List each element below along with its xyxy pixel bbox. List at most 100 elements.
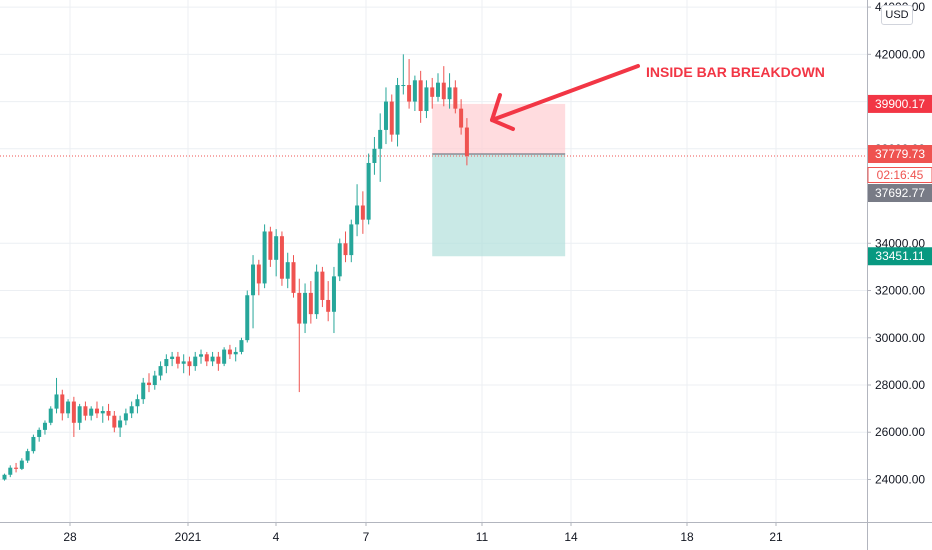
candle-body bbox=[222, 349, 227, 364]
candle-body bbox=[314, 271, 319, 315]
candle-body bbox=[147, 382, 151, 386]
time-tick-label: 2021 bbox=[175, 530, 202, 544]
candle-body bbox=[337, 243, 342, 277]
candle-body bbox=[14, 467, 19, 469]
candle-body bbox=[187, 361, 192, 367]
candle-body bbox=[204, 354, 209, 362]
candle-body bbox=[251, 264, 256, 296]
stop-price-tag-bg bbox=[868, 94, 932, 113]
candle-body bbox=[19, 460, 24, 469]
price-tick-label: 34000.00 bbox=[875, 236, 925, 250]
candle-body bbox=[83, 406, 88, 416]
stop-loss-zone[interactable] bbox=[432, 103, 566, 155]
time-tick-label: 18 bbox=[680, 530, 694, 544]
candles bbox=[2, 54, 469, 481]
countdown-tag: 02:16:45 bbox=[867, 167, 932, 184]
candle-body bbox=[100, 410, 105, 414]
candle-body bbox=[48, 408, 53, 423]
candle-body bbox=[285, 262, 290, 279]
candle-body bbox=[326, 299, 331, 312]
price-tick-label: 32000.00 bbox=[875, 284, 925, 298]
candle-body bbox=[123, 413, 128, 421]
target-price-tag: 33451.11 bbox=[868, 247, 932, 266]
candle-body bbox=[401, 85, 406, 87]
candle-body bbox=[279, 236, 284, 279]
candle-body bbox=[395, 85, 400, 135]
candle-body bbox=[412, 80, 417, 102]
candle-body bbox=[320, 271, 325, 300]
candle-body bbox=[112, 415, 117, 428]
candle-body bbox=[8, 467, 13, 475]
currency-button[interactable]: USD bbox=[881, 5, 913, 25]
candle-body bbox=[199, 354, 204, 357]
candle-body bbox=[152, 375, 157, 386]
candle-body bbox=[331, 276, 336, 312]
candle-body bbox=[407, 85, 412, 102]
candle-body bbox=[349, 224, 354, 256]
time-tick-label: 11 bbox=[476, 530, 489, 544]
candle-body bbox=[37, 429, 42, 437]
candle-body bbox=[360, 205, 365, 220]
time-tick-label: 28 bbox=[63, 530, 77, 544]
time-tick-label: 21 bbox=[769, 530, 783, 544]
target-price-tag-text: 33451.11 bbox=[875, 249, 924, 263]
candle-body bbox=[389, 101, 394, 135]
last-price-tag-text: 37692.77 bbox=[875, 186, 925, 200]
candle-body bbox=[436, 82, 440, 97]
candle-body bbox=[42, 422, 47, 430]
candle-body bbox=[441, 82, 446, 100]
candle-body bbox=[355, 205, 360, 225]
candle-body bbox=[118, 420, 123, 428]
candle-body bbox=[2, 474, 7, 480]
candle-body bbox=[464, 127, 469, 157]
price-tags: 39900.17 37779.73 02:16:45 37692.77 33451.11 bbox=[867, 94, 932, 266]
entry-price-tag-bg bbox=[868, 145, 932, 164]
countdown-tag-bg bbox=[867, 167, 932, 184]
candle-body bbox=[181, 361, 186, 364]
candle-body bbox=[141, 382, 146, 400]
candle-body bbox=[31, 436, 36, 452]
stop-price-tag: 39900.17 bbox=[868, 94, 932, 113]
take-profit-zone[interactable] bbox=[432, 154, 566, 257]
price-tick-label: 42000.00 bbox=[875, 47, 925, 61]
candle-body bbox=[66, 401, 71, 414]
candle-body bbox=[175, 356, 180, 364]
arrow-head bbox=[490, 93, 515, 131]
last-price-tag: 37692.77 bbox=[868, 184, 932, 203]
candle-body bbox=[459, 108, 464, 128]
candle-body bbox=[106, 410, 111, 416]
candle-body bbox=[274, 236, 279, 260]
candle-body bbox=[89, 408, 94, 416]
candle-body bbox=[383, 101, 388, 130]
candle-body bbox=[343, 243, 348, 256]
candle-body bbox=[308, 292, 313, 315]
candle-body bbox=[418, 80, 423, 112]
last-price-tag-bg bbox=[868, 184, 932, 203]
candle-body bbox=[245, 295, 250, 341]
entry-price-tag: 37779.73 bbox=[868, 145, 932, 164]
entry-price-tag-text: 37779.73 bbox=[875, 147, 925, 161]
candle-body bbox=[239, 340, 244, 352]
candle-body bbox=[71, 401, 76, 423]
candle-body bbox=[94, 408, 99, 414]
candle-body bbox=[303, 292, 308, 324]
candle-body bbox=[372, 148, 377, 163]
candle-body bbox=[25, 451, 30, 461]
candle-body bbox=[60, 394, 65, 414]
stop-price-tag-text: 39900.17 bbox=[875, 97, 925, 111]
candle-body bbox=[262, 231, 267, 284]
annotation-label: INSIDE BAR BREAKDOWN bbox=[646, 64, 825, 80]
candle-body bbox=[268, 231, 273, 260]
candle-body bbox=[447, 87, 452, 100]
candle-body bbox=[256, 264, 261, 284]
time-tick-label: 4 bbox=[273, 530, 280, 544]
candle-body bbox=[227, 349, 232, 355]
candle-body bbox=[77, 406, 82, 423]
candle-body bbox=[378, 129, 383, 149]
annotation-arrow bbox=[490, 64, 640, 131]
price-tick-label: 26000.00 bbox=[875, 425, 925, 439]
target-price-tag-bg bbox=[868, 247, 932, 266]
candle-body bbox=[297, 292, 302, 324]
